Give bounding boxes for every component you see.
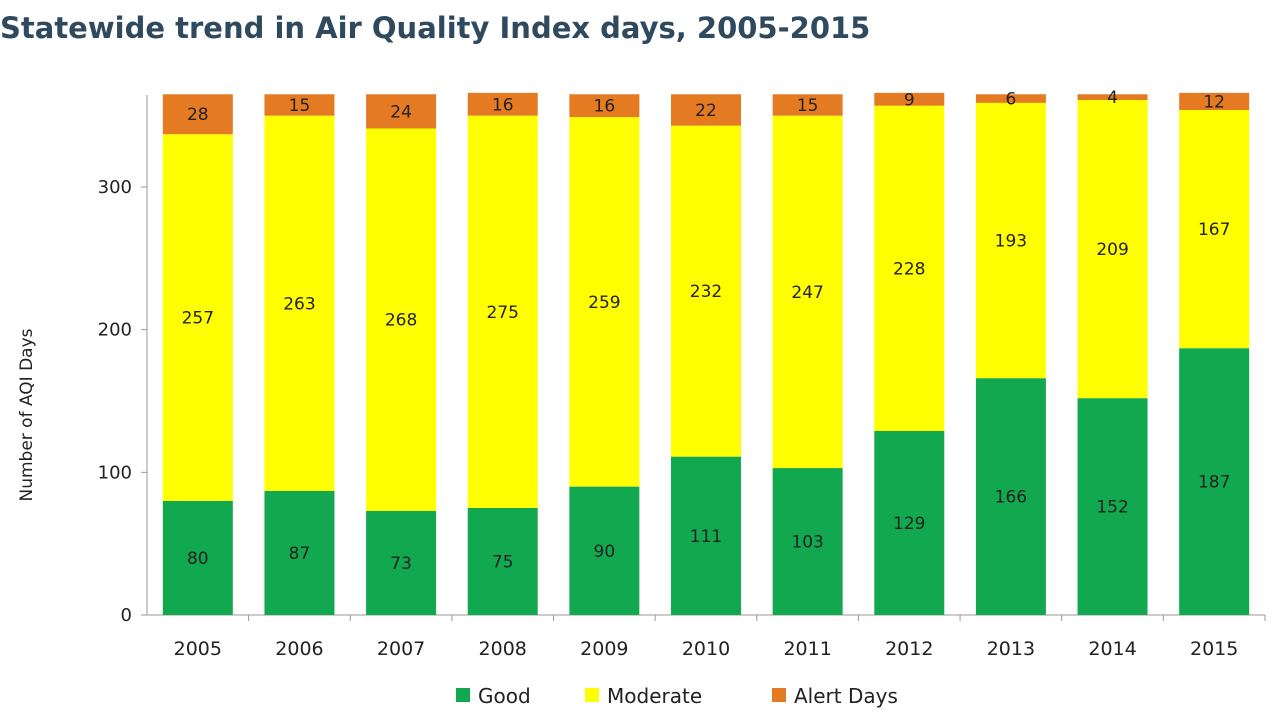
x-tick-label: 2010 xyxy=(682,638,730,660)
data-label: 166 xyxy=(995,488,1027,508)
data-label: 257 xyxy=(182,309,214,329)
bar-alert-days xyxy=(772,94,843,116)
data-label: 187 xyxy=(1198,473,1230,493)
bar-good xyxy=(772,468,843,615)
bar-alert-days xyxy=(1077,94,1148,100)
bar-good xyxy=(874,430,945,615)
bar-alert-days xyxy=(1179,92,1250,110)
data-label: 9 xyxy=(904,90,915,110)
legend-swatch xyxy=(456,688,470,702)
bar-alert-days xyxy=(162,94,233,135)
x-tick-label: 2005 xyxy=(174,638,222,660)
data-label: 209 xyxy=(1096,240,1128,260)
data-label: 90 xyxy=(594,542,616,562)
legend-label: Moderate xyxy=(607,684,702,708)
bar-good xyxy=(264,490,335,615)
bar-moderate xyxy=(569,117,640,487)
data-label: 16 xyxy=(492,95,514,115)
bar-moderate xyxy=(264,115,335,491)
chart-title: Statewide trend in Air Quality Index day… xyxy=(0,11,870,45)
bar-good xyxy=(671,456,741,615)
legend-label: Alert Days xyxy=(794,684,898,708)
bar-moderate xyxy=(1077,99,1148,399)
data-label: 15 xyxy=(289,96,311,116)
bar-alert-days xyxy=(264,94,335,116)
bar-alert-days xyxy=(874,92,945,106)
data-label: 28 xyxy=(187,105,209,125)
bar-moderate xyxy=(1179,109,1250,349)
bar-alert-days xyxy=(467,92,538,116)
data-label: 22 xyxy=(695,101,717,121)
x-tick-label: 2015 xyxy=(1190,638,1238,660)
legend: Good Moderate Alert Days xyxy=(456,684,898,708)
data-label: 228 xyxy=(893,259,925,279)
x-tick-label: 2009 xyxy=(580,638,628,660)
legend-label: Good xyxy=(478,684,531,708)
data-label: 152 xyxy=(1096,498,1128,518)
data-label: 259 xyxy=(588,293,620,313)
x-tick-label: 2007 xyxy=(377,638,425,660)
data-label: 12 xyxy=(1203,92,1225,112)
data-label: 73 xyxy=(390,554,412,574)
x-tick-label: 2014 xyxy=(1088,638,1136,660)
bar-moderate xyxy=(772,115,843,469)
bar-moderate xyxy=(467,115,538,509)
x-tick-label: 2008 xyxy=(479,638,527,660)
data-label: 16 xyxy=(594,97,616,117)
y-tick-label: 300 xyxy=(98,177,132,198)
y-tick-label: 0 xyxy=(121,605,132,626)
bar-good xyxy=(366,510,437,615)
bar-good xyxy=(467,508,538,615)
bar-good xyxy=(975,378,1046,615)
data-label: 6 xyxy=(1005,90,1016,110)
bars: 80 257 28 87 263 15 73 268 24 75 275 16 90 259 16 111 23… xyxy=(162,88,1250,615)
bar-good xyxy=(1179,348,1250,615)
bar-alert-days xyxy=(975,94,1046,103)
bar-alert-days xyxy=(366,94,437,129)
legend-swatch xyxy=(772,688,786,702)
data-label: 87 xyxy=(289,544,311,564)
x-tick-label: 2011 xyxy=(783,638,831,660)
data-label: 129 xyxy=(893,514,925,534)
data-label: 232 xyxy=(690,282,722,302)
data-label: 103 xyxy=(791,533,823,553)
data-label: 75 xyxy=(492,553,514,573)
y-axis-label: Number of AQI Days xyxy=(17,328,37,501)
bar-moderate xyxy=(975,102,1046,379)
data-label: 268 xyxy=(385,311,417,331)
y-tick-label: 200 xyxy=(98,320,132,341)
axes: 0 100 200 300 2005 2006 2007 2008 2009 2010 2011 20… xyxy=(98,95,1266,660)
x-tick-label: 2012 xyxy=(885,638,933,660)
legend-swatch xyxy=(585,688,599,702)
data-label: 167 xyxy=(1198,220,1230,240)
x-tick-label: 2006 xyxy=(275,638,323,660)
bar-alert-days xyxy=(569,94,640,118)
data-label: 263 xyxy=(283,294,315,314)
data-label: 4 xyxy=(1107,88,1118,108)
bar-moderate xyxy=(366,128,437,511)
bar-alert-days xyxy=(671,94,741,126)
bar-moderate xyxy=(874,105,945,431)
data-label: 193 xyxy=(995,232,1027,252)
data-label: 247 xyxy=(791,283,823,303)
data-label: 24 xyxy=(390,102,412,122)
data-label: 80 xyxy=(187,549,209,569)
x-tick-label: 2013 xyxy=(987,638,1035,660)
data-label: 15 xyxy=(797,96,819,116)
bar-good xyxy=(569,486,640,615)
bar-moderate xyxy=(671,125,741,457)
y-tick-label: 100 xyxy=(98,462,132,483)
data-label: 111 xyxy=(690,527,722,547)
bar-good xyxy=(1077,398,1148,615)
bar-moderate xyxy=(162,134,233,501)
bar-good xyxy=(162,500,233,615)
data-label: 275 xyxy=(487,303,519,323)
